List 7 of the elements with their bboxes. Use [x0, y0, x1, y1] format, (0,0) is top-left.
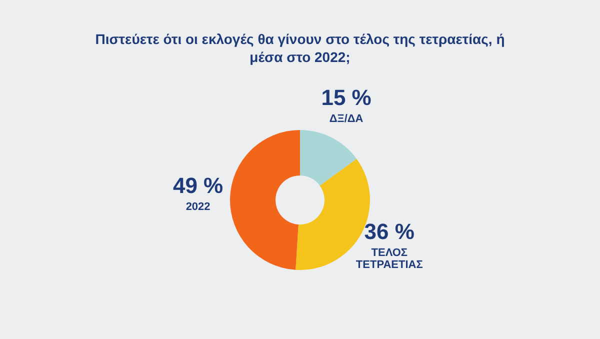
data-label: 15 %: [321, 85, 372, 110]
slice-label: ΔΞ/ΔΑ: [329, 113, 364, 126]
slice-label: ΤΕΛΟΣ ΤΕΤΡΑΕΤΙΑΣ: [356, 247, 424, 272]
chart-title: Πιστεύετε ότι οι εκλογές θα γίνουν στο τέλος της τετραετίας, ή μέσα στο 2022;: [94, 30, 506, 67]
slice-label: 2022: [186, 200, 210, 213]
data-label: 49 %: [172, 172, 224, 198]
data-label: 36 %: [364, 219, 414, 244]
